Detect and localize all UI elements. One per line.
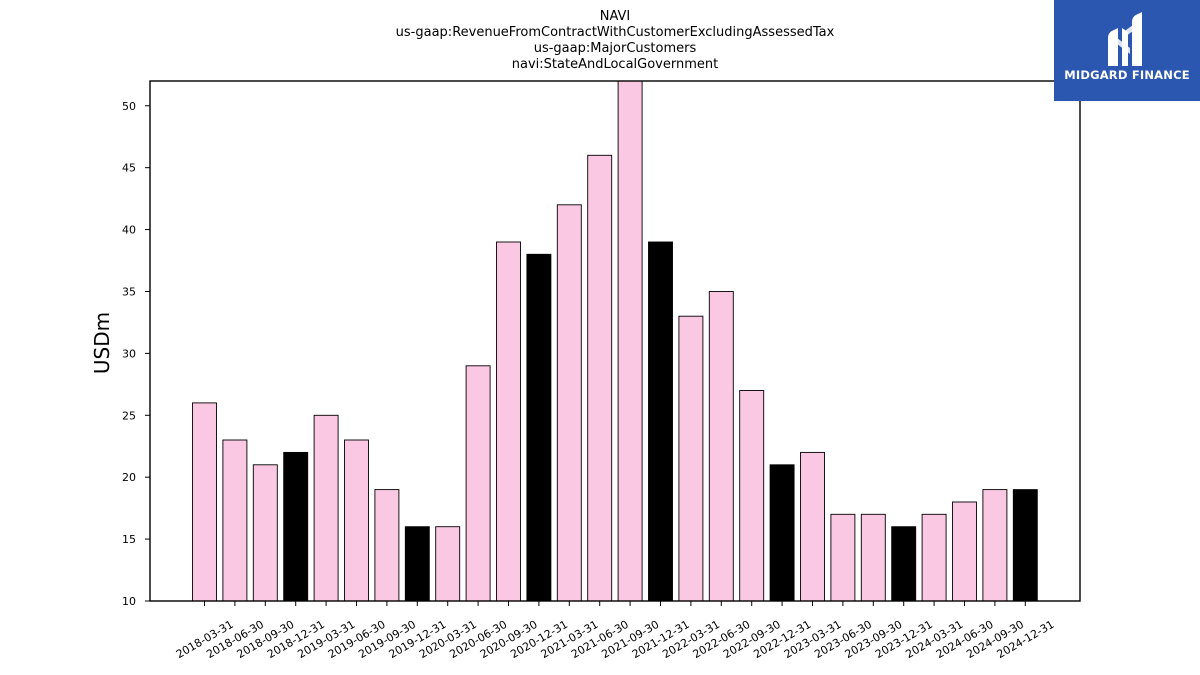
bar-2021-03-31 [556,204,582,602]
y-tick-label: 35 [122,285,136,298]
bar-2022-03-31 [678,315,704,602]
bar-2023-09-30 [860,513,886,602]
bar-2021-09-30 [617,80,643,602]
bar-2020-12-31 [526,253,552,602]
y-tick-label: 30 [122,347,136,360]
bar-2018-03-31 [192,402,217,602]
y-tick-label: 15 [122,533,136,546]
bar-2024-03-31 [921,513,947,602]
chart-title-line-1: NAVI [600,9,631,24]
chart-title-line-3: us-gaap:MajorCustomers [534,41,697,56]
bar-2020-03-31 [435,526,461,602]
bar-2022-12-31 [769,464,795,602]
y-tick-label: 20 [122,471,136,484]
bar-2021-06-30 [587,154,613,602]
bar-2020-06-30 [465,365,491,602]
y-axis-label: USDm [90,312,114,374]
y-tick-label: 25 [122,409,136,422]
plot-area-frame [149,80,1081,602]
bar-2018-06-30 [222,439,248,602]
y-axis-ticks: 10 15 20 25 30 35 40 45 50 [122,100,150,608]
bar-2019-03-31 [313,414,339,602]
bar-2019-12-31 [404,526,430,602]
y-tick-label: 40 [122,224,136,237]
y-tick-label: 45 [122,162,136,175]
bar-2024-12-31 [1012,489,1038,602]
y-tick-label: 10 [122,595,136,608]
brand-logo: MIDGARD FINANCE [1054,0,1200,101]
bar-2024-09-30 [982,489,1008,602]
bar-2019-06-30 [344,439,369,602]
bar-2020-09-30 [496,241,521,602]
bar-2024-06-30 [952,501,977,602]
bar-2018-12-31 [283,451,309,602]
bar-2021-12-31 [648,241,673,602]
bar-2023-12-31 [891,526,917,602]
bar-2022-06-30 [708,291,734,602]
x-axis-ticks: 2018-03-312018-06-302018-09-302018-12-31… [174,601,1056,661]
chart-title: NAVI us-gaap:RevenueFromContractWithCust… [396,9,835,72]
logo-text: MIDGARD FINANCE [1064,68,1190,82]
bar-series [192,80,1038,602]
chart-title-line-4: navi:StateAndLocalGovernment [512,57,718,72]
y-tick-label: 50 [122,100,136,113]
logo-icon [1108,12,1142,66]
bar-2018-09-30 [252,464,278,602]
bar-2019-09-30 [374,489,400,602]
bar-2023-06-30 [830,513,856,602]
chart-title-line-2: us-gaap:RevenueFromContractWithCustomerE… [396,25,835,40]
bar-2023-03-31 [800,451,825,602]
bar-2022-09-30 [739,390,765,602]
